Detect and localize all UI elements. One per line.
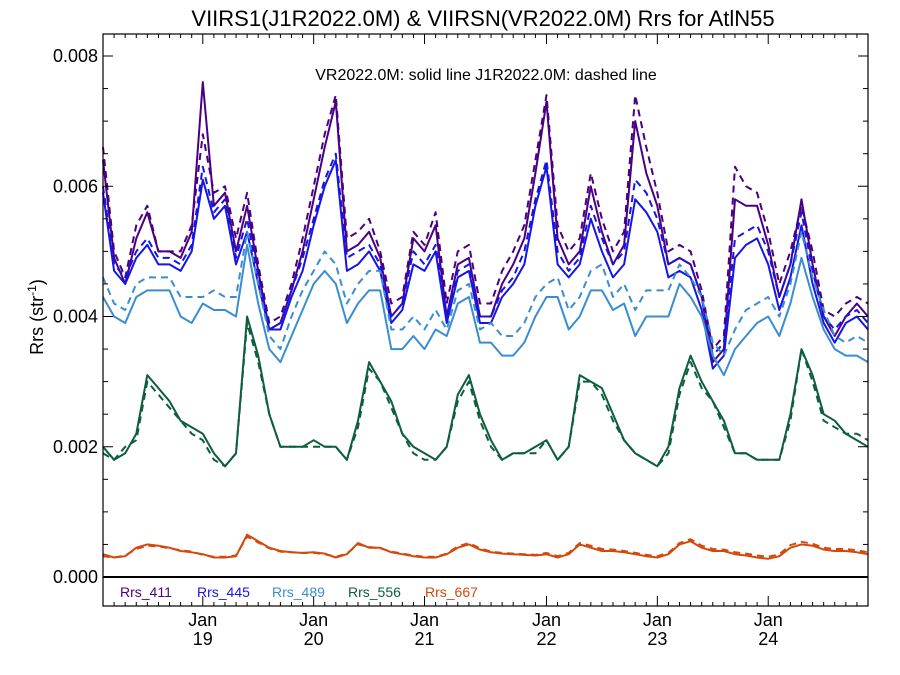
x-tick-label-year: 24 bbox=[758, 629, 778, 649]
y-tick-label: 0.000 bbox=[53, 567, 98, 587]
x-tick-label-month: Jan bbox=[532, 610, 561, 630]
x-tick-label-year: 23 bbox=[647, 629, 667, 649]
x-tick-label-year: 20 bbox=[304, 629, 324, 649]
series-line-rrs-667-solid bbox=[102, 533, 869, 560]
y-axis-label: Rrs (str-1) bbox=[25, 279, 47, 355]
legend-label-rrs-556: Rrs_556 bbox=[348, 584, 401, 600]
plot-frame bbox=[102, 33, 869, 607]
x-tick-label-year: 19 bbox=[193, 629, 213, 649]
series-line-rrs-667-dashed bbox=[102, 535, 869, 559]
series-line-rrs-489-solid bbox=[102, 243, 869, 377]
y-tick-label: 0.006 bbox=[53, 176, 98, 196]
legend-label-rrs-489: Rrs_489 bbox=[272, 584, 325, 600]
y-tick-label: 0.004 bbox=[53, 307, 98, 327]
series-line-rrs-489-dashed bbox=[102, 230, 869, 357]
x-tick-label-month: Jan bbox=[643, 610, 672, 630]
axes: 0.0000.0020.0040.0060.008Jan19Jan20Jan21… bbox=[53, 33, 869, 649]
x-tick-label-year: 22 bbox=[536, 629, 556, 649]
series-line-rrs-445-dashed bbox=[102, 152, 869, 357]
plot-area bbox=[102, 81, 869, 560]
series-line-rrs-445-solid bbox=[102, 159, 869, 370]
y-tick-label: 0.008 bbox=[53, 46, 98, 66]
x-tick-label-month: Jan bbox=[299, 610, 328, 630]
legend-label-rrs-667: Rrs_667 bbox=[425, 584, 478, 600]
x-tick-label-month: Jan bbox=[754, 610, 783, 630]
line-style-note: VR2022.0M: solid line J1R2022.0M: dashed… bbox=[315, 67, 657, 84]
x-tick-label-month: Jan bbox=[410, 610, 439, 630]
legend: Rrs_411 Rrs_445 Rrs_489 Rrs_556 Rrs_667 bbox=[120, 584, 478, 600]
x-tick-label-month: Jan bbox=[188, 610, 217, 630]
series-line-rrs-556-dashed bbox=[102, 322, 869, 468]
chart-title: VIIRS1(J1R2022.0M) & VIIRSN(VR2022.0M) R… bbox=[191, 6, 774, 31]
y-axis-label-close: ) bbox=[27, 279, 47, 285]
series-line-rrs-411-solid bbox=[102, 81, 869, 364]
series-line-rrs-411-dashed bbox=[102, 94, 869, 351]
x-tick-label-year: 21 bbox=[415, 629, 435, 649]
series-line-rrs-556-solid bbox=[102, 315, 869, 468]
legend-label-rrs-411: Rrs_411 bbox=[120, 584, 172, 600]
y-axis-label-superscript: -1 bbox=[25, 285, 39, 296]
y-tick-label: 0.002 bbox=[53, 437, 98, 457]
legend-label-rrs-445: Rrs_445 bbox=[197, 584, 250, 600]
y-axis-label-main: Rrs (str bbox=[27, 296, 47, 355]
